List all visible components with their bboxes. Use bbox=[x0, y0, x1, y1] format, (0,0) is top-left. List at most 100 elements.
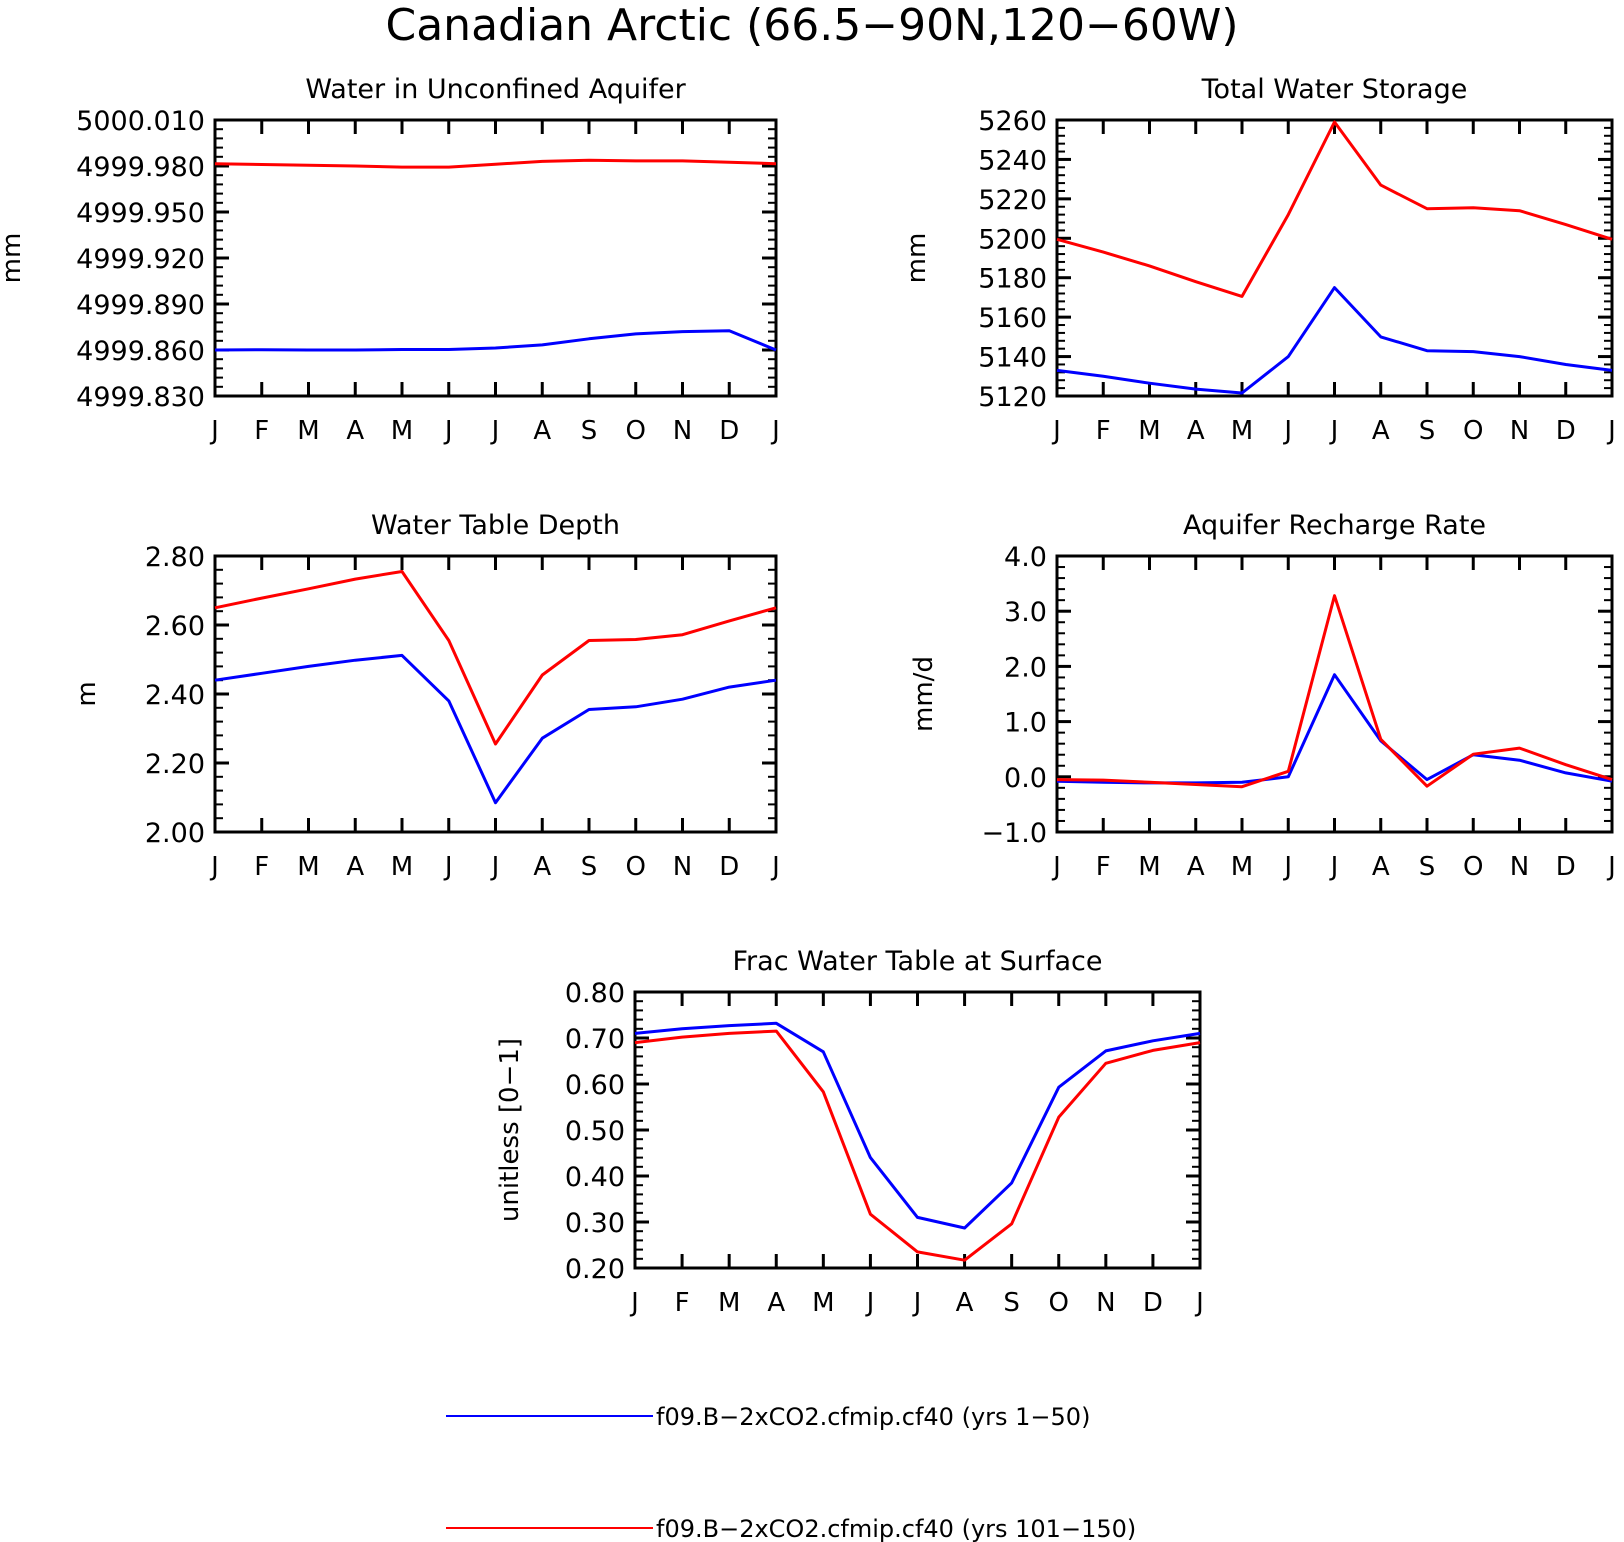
x-tick-label: M bbox=[1231, 852, 1253, 882]
x-tick-label: D bbox=[719, 852, 739, 882]
x-tick-label: D bbox=[1556, 852, 1576, 882]
x-tick-label: J bbox=[1051, 852, 1061, 882]
x-tick-label: S bbox=[1003, 1288, 1020, 1318]
x-tick-label: J bbox=[1282, 852, 1292, 882]
y-tick-label: 0.70 bbox=[565, 1024, 625, 1055]
y-tick-label: 2.80 bbox=[145, 542, 205, 573]
series-line-1 bbox=[1056, 673, 1613, 785]
panel-title: Aquifer Recharge Rate bbox=[1183, 510, 1486, 541]
figure-title: Canadian Arctic (66.5−90N,120−60W) bbox=[386, 0, 1239, 51]
y-tick-label: 0.0 bbox=[1004, 763, 1047, 794]
x-tick-label: M bbox=[391, 852, 413, 882]
x-tick-label: J bbox=[1606, 852, 1616, 882]
x-tick-label: J bbox=[1606, 416, 1616, 446]
x-tick-label: A bbox=[956, 1288, 974, 1318]
x-tick-label: M bbox=[812, 1288, 834, 1318]
x-tick-label: O bbox=[626, 416, 646, 446]
series-line-2 bbox=[1056, 120, 1613, 298]
x-tick-label: J bbox=[1329, 416, 1339, 446]
y-tick-label: 2.40 bbox=[145, 680, 205, 711]
y-axis-label: mm bbox=[0, 233, 27, 284]
y-tick-label: 0.50 bbox=[565, 1116, 625, 1147]
x-tick-label: O bbox=[1049, 1288, 1069, 1318]
x-tick-label: M bbox=[391, 416, 413, 446]
panel-title: Water Table Depth bbox=[371, 510, 620, 541]
series-line-1 bbox=[1056, 286, 1613, 395]
series-line-1 bbox=[634, 1021, 1201, 1230]
x-tick-label: F bbox=[1096, 852, 1111, 882]
y-tick-label: 5140 bbox=[978, 343, 1047, 374]
y-tick-label: 5000.010 bbox=[76, 106, 205, 137]
x-tick-label: J bbox=[1329, 852, 1339, 882]
x-tick-label: M bbox=[1231, 416, 1253, 446]
legend-label-run2: f09.B−2xCO2.cfmip.cf40 (yrs 101−150) bbox=[656, 1515, 1136, 1542]
y-tick-label: 4999.950 bbox=[76, 198, 205, 229]
y-tick-label: 0.20 bbox=[565, 1254, 625, 1285]
panel-title: Frac Water Table at Surface bbox=[732, 946, 1102, 977]
x-tick-label: J bbox=[770, 852, 780, 882]
x-tick-label: O bbox=[626, 852, 646, 882]
y-tick-label: 4999.860 bbox=[76, 336, 205, 367]
y-tick-label: 4999.920 bbox=[76, 244, 205, 275]
x-tick-label: J bbox=[209, 852, 219, 882]
y-tick-label: 4999.980 bbox=[76, 152, 205, 183]
y-tick-label: 4999.890 bbox=[76, 290, 205, 321]
x-tick-label: D bbox=[1143, 1288, 1163, 1318]
y-tick-label: 0.40 bbox=[565, 1162, 625, 1193]
x-tick-label: S bbox=[581, 416, 598, 446]
y-tick-label: 5200 bbox=[978, 224, 1047, 255]
x-tick-label: M bbox=[297, 416, 319, 446]
x-tick-label: N bbox=[673, 852, 692, 882]
legend-label-run1: f09.B−2xCO2.cfmip.cf40 (yrs 1−50) bbox=[656, 1403, 1090, 1431]
x-tick-label: N bbox=[1510, 852, 1529, 882]
panel-title: Water in Unconfined Aquifer bbox=[305, 74, 686, 105]
x-tick-label: A bbox=[533, 416, 551, 446]
x-tick-label: A bbox=[1372, 852, 1390, 882]
series-line-1 bbox=[214, 329, 777, 352]
x-tick-label: A bbox=[1187, 852, 1205, 882]
x-tick-label: A bbox=[346, 852, 364, 882]
y-axis-label: mm/d bbox=[909, 656, 939, 732]
x-tick-label: F bbox=[1096, 416, 1111, 446]
x-tick-label: M bbox=[1138, 852, 1160, 882]
y-tick-label: −1.0 bbox=[981, 818, 1047, 849]
y-tick-label: 5240 bbox=[978, 145, 1047, 176]
x-tick-label: N bbox=[1096, 1288, 1115, 1318]
y-tick-label: 2.00 bbox=[145, 818, 205, 849]
x-tick-label: D bbox=[1556, 416, 1576, 446]
y-tick-label: 4.0 bbox=[1004, 542, 1047, 573]
x-tick-label: J bbox=[490, 852, 500, 882]
y-tick-label: 5260 bbox=[978, 106, 1047, 137]
x-tick-label: J bbox=[1282, 416, 1292, 446]
y-axis-label: mm bbox=[902, 233, 932, 284]
x-tick-label: O bbox=[1463, 852, 1483, 882]
x-tick-label: F bbox=[254, 416, 269, 446]
y-axis-label: unitless [0−1] bbox=[495, 1038, 525, 1222]
x-tick-label: J bbox=[443, 852, 453, 882]
y-tick-label: 0.30 bbox=[565, 1208, 625, 1239]
x-tick-label: F bbox=[675, 1288, 690, 1318]
x-tick-label: M bbox=[297, 852, 319, 882]
y-tick-label: 5120 bbox=[978, 382, 1047, 413]
legend: f09.B−2xCO2.cfmip.cf40 (yrs 1−50) f09.B−… bbox=[446, 1403, 1136, 1542]
x-tick-label: N bbox=[673, 416, 692, 446]
y-tick-label: 5180 bbox=[978, 264, 1047, 295]
y-tick-label: 5220 bbox=[978, 185, 1047, 216]
y-tick-label: 2.60 bbox=[145, 611, 205, 642]
series-line-2 bbox=[1056, 594, 1613, 789]
series-line-1 bbox=[214, 653, 777, 805]
x-tick-label: O bbox=[1463, 416, 1483, 446]
x-tick-label: N bbox=[1510, 416, 1529, 446]
x-tick-label: S bbox=[581, 852, 598, 882]
x-tick-label: F bbox=[254, 852, 269, 882]
x-tick-label: A bbox=[533, 852, 551, 882]
series-line-2 bbox=[214, 570, 777, 746]
x-tick-label: A bbox=[1187, 416, 1205, 446]
series-line-2 bbox=[634, 1029, 1201, 1262]
x-tick-label: J bbox=[209, 416, 219, 446]
